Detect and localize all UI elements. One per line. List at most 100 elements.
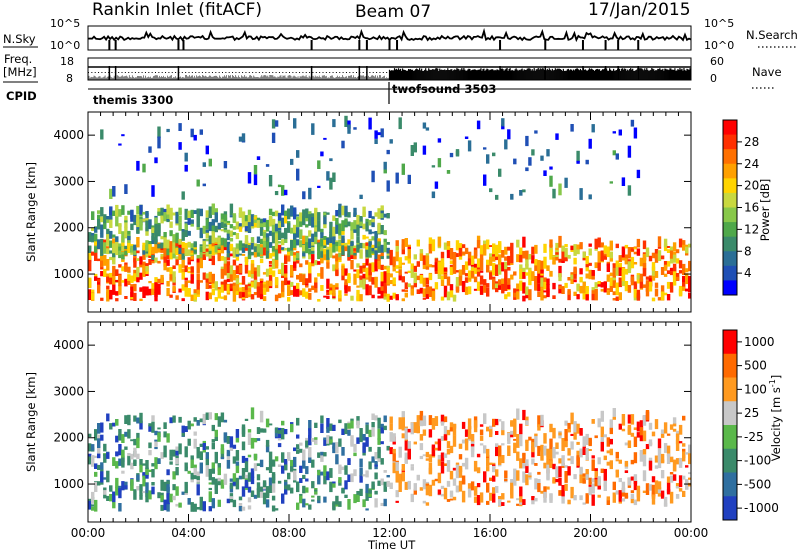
echo-cell <box>121 231 125 243</box>
echo-cell <box>504 478 508 482</box>
echo-cell <box>398 420 402 429</box>
freq-dot <box>91 72 93 73</box>
echo-cell <box>187 420 191 430</box>
echo-cell <box>564 177 568 188</box>
echo-cell <box>238 224 243 229</box>
echo-cell <box>296 502 300 510</box>
echo-cell <box>329 247 333 258</box>
echo-cell <box>220 281 225 293</box>
echo-cell <box>256 489 261 498</box>
echo-cell <box>163 431 167 438</box>
echo-cell <box>133 250 137 255</box>
echo-cell <box>486 458 490 467</box>
echo-cell <box>446 499 451 502</box>
echo-cell <box>256 236 261 243</box>
echo-cell <box>178 264 182 273</box>
echo-cell <box>582 436 586 447</box>
echo-cell <box>323 496 327 503</box>
echo-cell <box>88 453 92 460</box>
echo-cell <box>645 276 650 280</box>
echo-cell <box>166 259 170 266</box>
echo-cell <box>241 441 246 451</box>
echo-cell <box>220 242 225 254</box>
echo-cell <box>688 285 692 293</box>
echo-cell <box>253 267 258 272</box>
echo-cell <box>268 175 273 187</box>
echo-cell <box>341 428 345 435</box>
echo-cell <box>682 282 686 290</box>
echo-cell <box>449 470 454 480</box>
echo-cell <box>660 255 665 260</box>
echo-cell <box>365 437 369 447</box>
echo-cell <box>552 463 556 470</box>
echo-cell <box>332 503 336 511</box>
echo-cell <box>311 217 315 221</box>
echo-cell <box>199 443 203 447</box>
echo-cell <box>356 215 360 218</box>
echo-cell <box>112 284 116 295</box>
echo-cell <box>489 429 493 438</box>
echo-cell <box>374 276 378 288</box>
colorbar-tick-label: 25 <box>744 406 759 420</box>
echo-cell <box>320 151 324 157</box>
echo-cell <box>479 443 484 446</box>
echo-cell <box>271 119 276 129</box>
echo-cell <box>446 460 451 472</box>
echo-cell <box>425 127 430 131</box>
echo-cell <box>374 139 378 144</box>
echo-cell <box>561 455 565 467</box>
echo-cell <box>196 484 200 496</box>
echo-cell <box>181 191 185 200</box>
echo-cell <box>483 147 487 150</box>
echo-cell <box>347 245 351 257</box>
echo-cell <box>323 437 327 440</box>
echo-cell <box>184 446 188 458</box>
echo-cell <box>428 415 433 426</box>
echo-cell <box>142 463 146 466</box>
echo-cell <box>244 289 249 298</box>
echo-cell <box>537 415 541 428</box>
echo-cell <box>329 291 333 295</box>
echo-cell <box>654 465 659 469</box>
echo-cell <box>311 459 315 468</box>
freq-dot <box>329 72 331 73</box>
echo-cell <box>308 187 312 200</box>
echo-cell <box>564 420 568 426</box>
echo-cell <box>389 416 393 424</box>
echo-cell <box>416 289 420 294</box>
echo-cell <box>504 261 508 273</box>
echo-cell <box>320 232 324 243</box>
freq-dot <box>185 72 187 73</box>
echo-cell <box>121 434 125 443</box>
echo-cell <box>546 278 550 285</box>
echo-cell <box>678 441 683 444</box>
echo-cell <box>419 487 424 491</box>
nsearch-tick-top: 10^5 <box>704 17 734 30</box>
echo-cell <box>633 436 638 447</box>
y-tick-label: 4000 <box>53 338 84 352</box>
echo-cell <box>208 250 212 254</box>
echo-cell <box>642 454 647 467</box>
echo-cell <box>290 423 294 433</box>
echo-cell <box>214 430 218 440</box>
echo-cell <box>241 292 246 301</box>
echo-cell <box>467 258 472 266</box>
echo-cell <box>181 298 185 302</box>
echo-cell <box>365 284 369 296</box>
echo-cell <box>513 477 517 486</box>
echo-cell <box>630 256 635 269</box>
echo-cell <box>130 210 134 222</box>
echo-cell <box>576 248 580 255</box>
echo-cell <box>235 248 240 255</box>
echo-cell <box>489 270 493 273</box>
echo-cell <box>100 129 104 140</box>
echo-cell <box>133 292 137 301</box>
echo-cell <box>531 458 535 465</box>
echo-cell <box>241 426 246 437</box>
echo-cell <box>302 498 306 508</box>
echo-cell <box>621 481 626 493</box>
echo-cell <box>353 229 357 233</box>
echo-cell <box>425 483 430 496</box>
echo-cell <box>265 164 270 167</box>
echo-cell <box>338 290 342 299</box>
